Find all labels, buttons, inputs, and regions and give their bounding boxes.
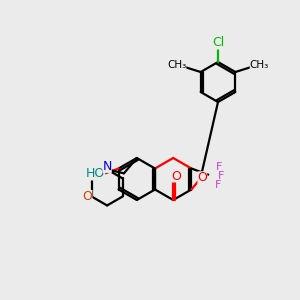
Text: O: O bbox=[171, 169, 181, 182]
Text: O: O bbox=[197, 171, 207, 184]
Text: F: F bbox=[216, 162, 223, 172]
Text: CH₃: CH₃ bbox=[250, 60, 269, 70]
Text: O: O bbox=[82, 190, 92, 203]
Text: CH₃: CH₃ bbox=[167, 60, 186, 70]
Text: N: N bbox=[102, 160, 112, 173]
Text: HO: HO bbox=[86, 167, 105, 181]
Text: F: F bbox=[218, 171, 224, 181]
Text: Cl: Cl bbox=[212, 37, 224, 50]
Text: F: F bbox=[215, 180, 221, 190]
